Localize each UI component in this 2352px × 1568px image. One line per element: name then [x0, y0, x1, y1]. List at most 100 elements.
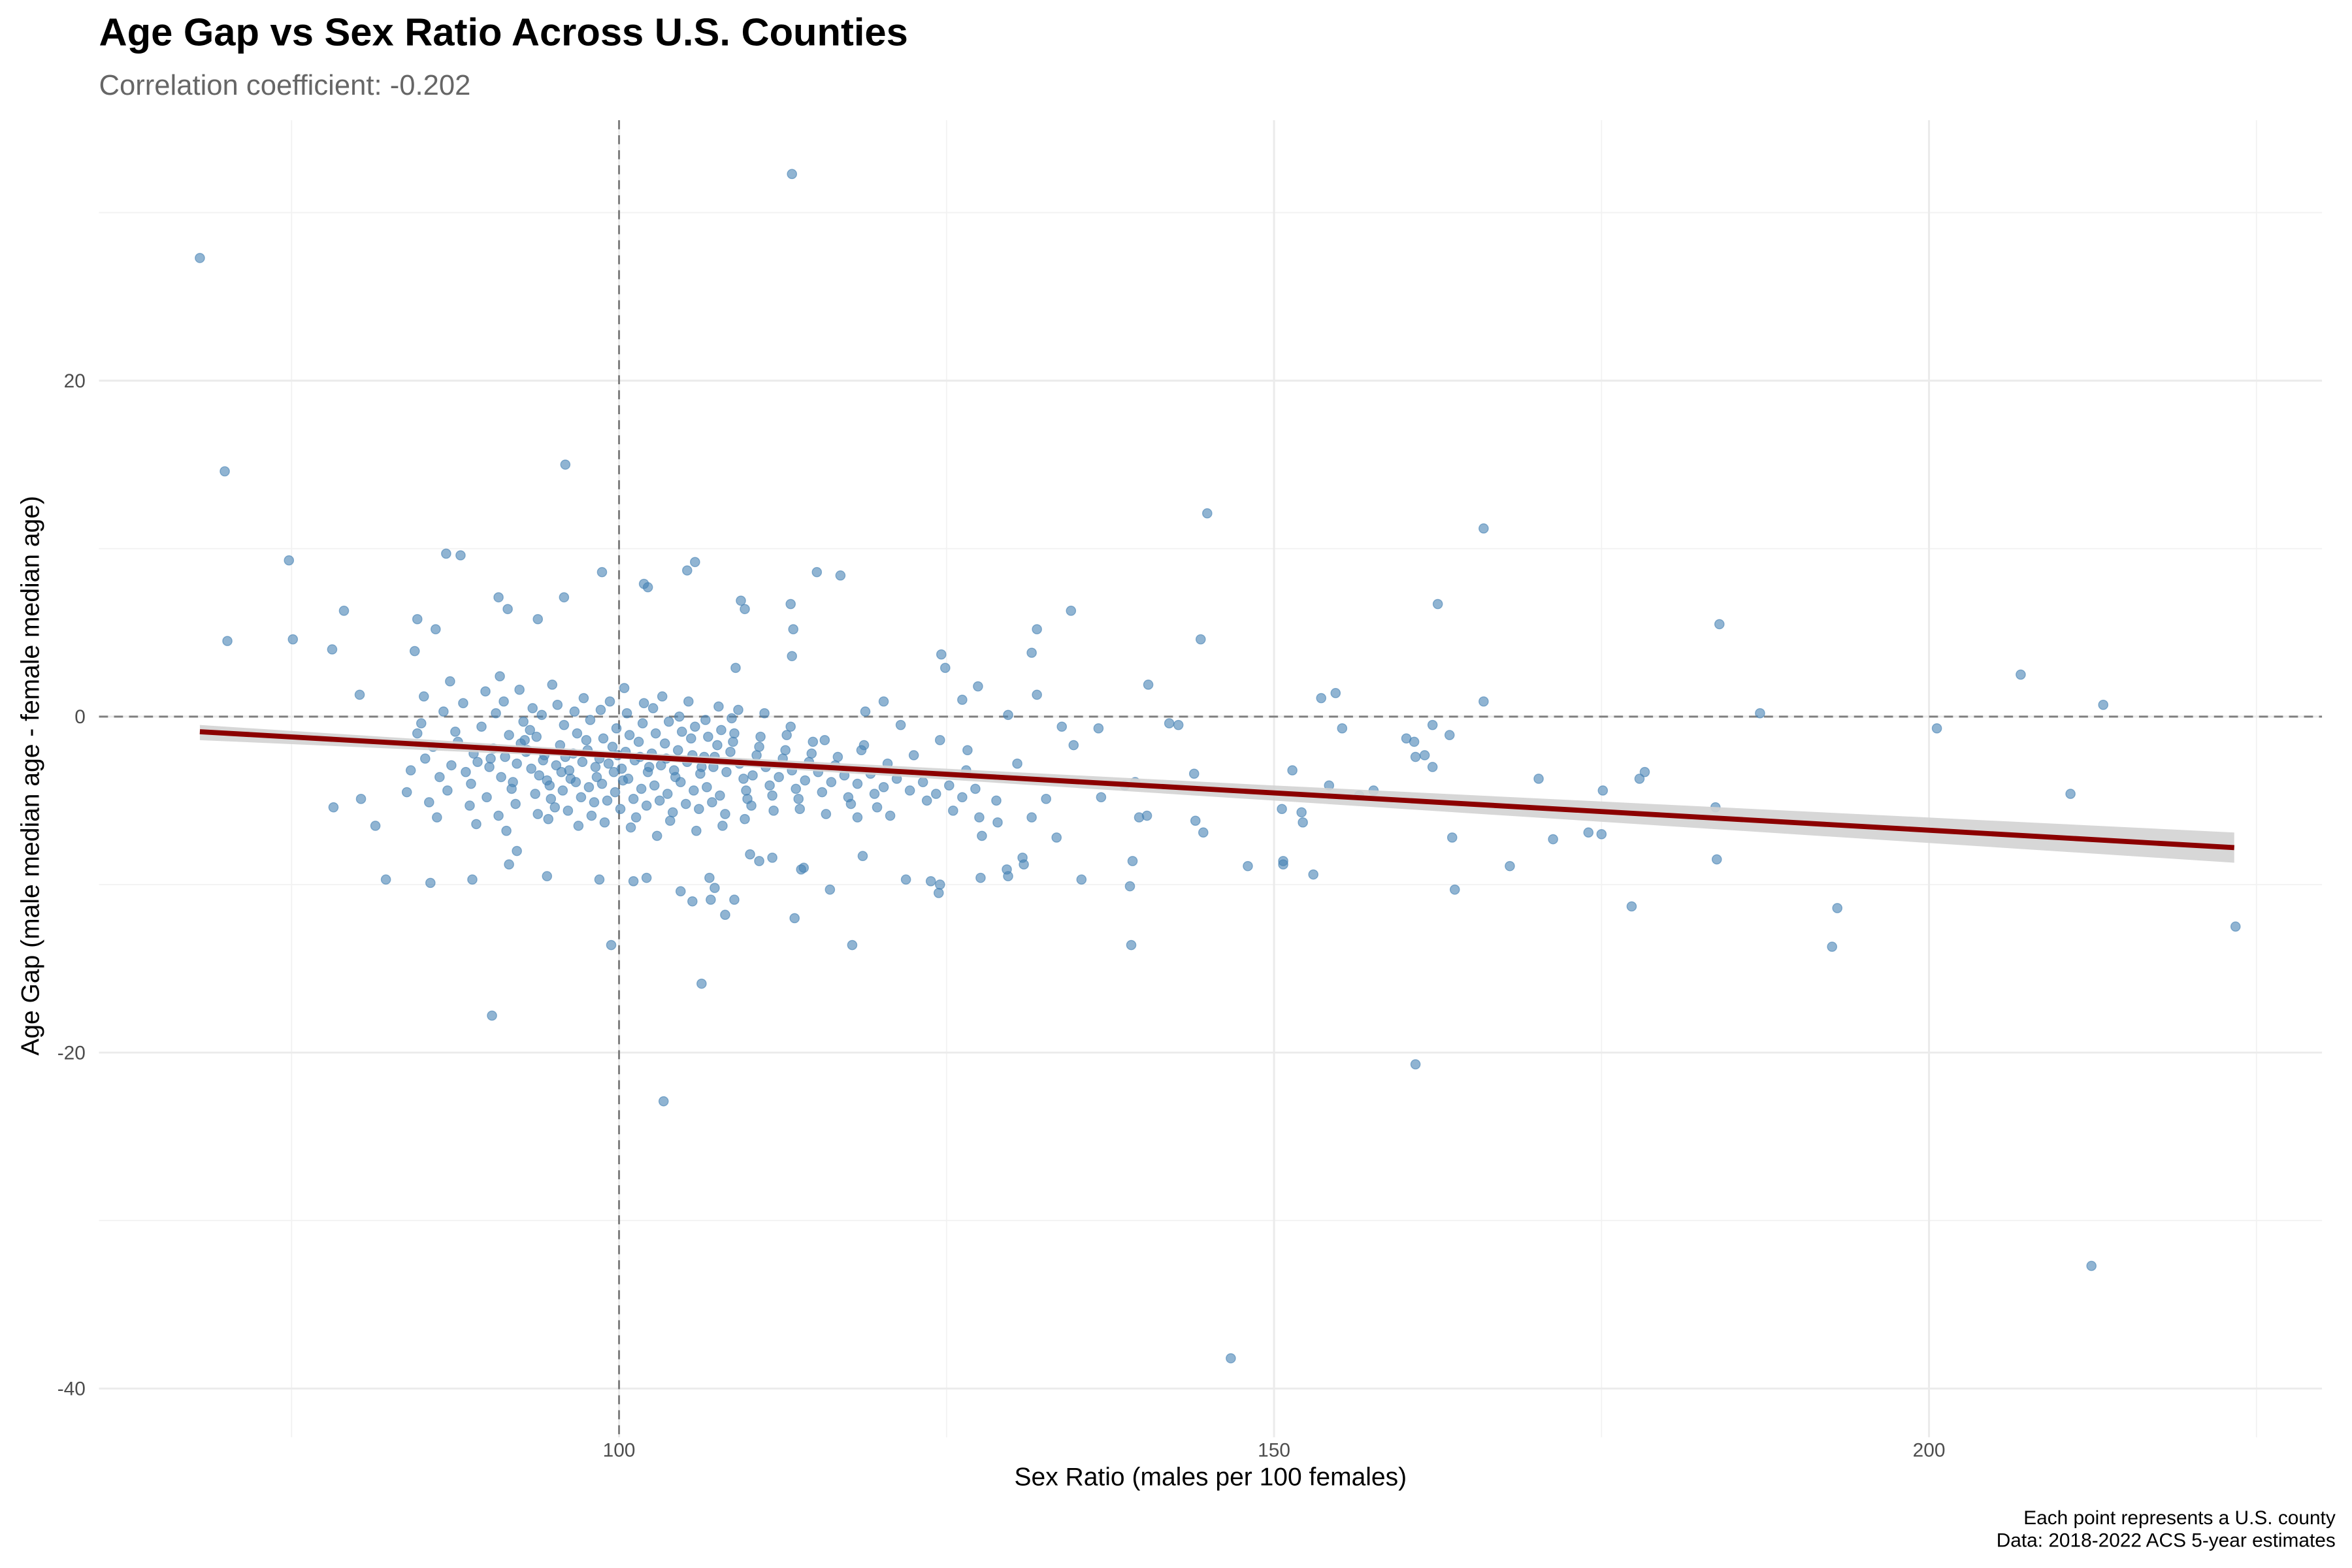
data-point: [508, 777, 518, 787]
data-point: [1287, 765, 1298, 776]
data-point: [623, 774, 634, 784]
data-point: [878, 782, 889, 792]
data-point: [974, 812, 985, 823]
reference-lines: [99, 120, 2323, 1437]
data-point: [686, 733, 696, 744]
data-point: [1308, 869, 1319, 880]
data-point: [785, 598, 796, 610]
data-point: [458, 698, 468, 709]
data-point: [791, 783, 802, 794]
data-point: [780, 745, 791, 756]
data-point: [1330, 688, 1341, 698]
data-point: [710, 883, 720, 893]
data-point: [687, 896, 698, 907]
data-point: [715, 790, 725, 801]
data-point: [355, 794, 367, 804]
data-point: [525, 725, 535, 736]
data-point: [370, 821, 381, 831]
data-point: [759, 708, 770, 719]
data-point: [559, 592, 570, 603]
data-point: [680, 798, 691, 809]
data-point: [518, 716, 529, 727]
data-point: [536, 710, 547, 721]
data-point: [586, 810, 597, 821]
data-point: [610, 787, 621, 798]
data-point: [934, 735, 945, 745]
data-point: [672, 745, 683, 756]
data-point: [495, 671, 505, 681]
data-point: [925, 876, 936, 887]
data-point: [559, 719, 570, 730]
data-point: [789, 913, 800, 924]
data-point: [1226, 1353, 1236, 1364]
data-point: [2065, 789, 2076, 799]
data-point: [728, 736, 738, 747]
data-point: [808, 736, 819, 747]
data-point: [519, 735, 530, 745]
data-point: [788, 624, 799, 634]
data-point: [857, 851, 868, 862]
data-point: [1427, 762, 1438, 772]
data-point: [423, 797, 434, 808]
data-point: [675, 777, 686, 787]
data-point: [544, 780, 555, 791]
data-point: [606, 939, 617, 951]
data-point: [1126, 939, 1137, 951]
data-point: [690, 721, 700, 732]
data-point: [1444, 730, 1455, 740]
data-point: [785, 721, 796, 732]
data-point: [630, 812, 642, 823]
data-point: [641, 800, 652, 811]
data-point: [2230, 921, 2241, 932]
data-point: [908, 750, 919, 760]
data-point: [564, 765, 575, 776]
data-point: [450, 727, 461, 737]
data-point: [596, 778, 608, 789]
data-point: [526, 763, 536, 774]
data-point: [327, 644, 338, 655]
data-point: [431, 624, 441, 634]
data-point: [933, 887, 944, 898]
data-point: [936, 649, 947, 660]
data-point: [1068, 740, 1079, 751]
data-point: [727, 713, 737, 724]
data-point: [532, 809, 544, 819]
data-point: [691, 825, 702, 836]
y-tick-label: -40: [57, 1379, 86, 1400]
data-point: [633, 736, 644, 747]
data-point: [560, 459, 571, 470]
data-point: [493, 592, 504, 603]
data-point: [412, 728, 423, 739]
data-point: [491, 708, 501, 719]
data-point: [675, 886, 686, 897]
data-point: [1198, 827, 1209, 838]
data-point: [596, 566, 608, 578]
data-point: [599, 817, 610, 828]
data-point: [1003, 710, 1013, 721]
data-point: [328, 802, 339, 813]
data-point: [860, 706, 871, 717]
data-point: [872, 802, 883, 813]
data-point: [412, 613, 423, 625]
data-point: [644, 762, 655, 772]
data-point: [598, 733, 609, 744]
data-point: [638, 698, 649, 709]
data-point: [832, 751, 843, 762]
data-point: [482, 792, 492, 803]
data-point: [716, 725, 727, 736]
data-point: [1002, 864, 1012, 875]
data-point: [1316, 693, 1327, 704]
data-point: [624, 730, 635, 740]
data-point: [543, 813, 554, 825]
data-point: [583, 782, 595, 792]
x-tick-label: 100: [603, 1440, 636, 1462]
data-point: [603, 759, 614, 769]
data-point: [1032, 689, 1042, 700]
y-axis-label: Age Gap (male median age - female median…: [17, 496, 45, 1056]
data-point: [754, 856, 764, 866]
data-point: [616, 763, 627, 774]
data-point: [767, 853, 777, 863]
data-point: [794, 804, 806, 815]
data-point: [736, 595, 746, 606]
